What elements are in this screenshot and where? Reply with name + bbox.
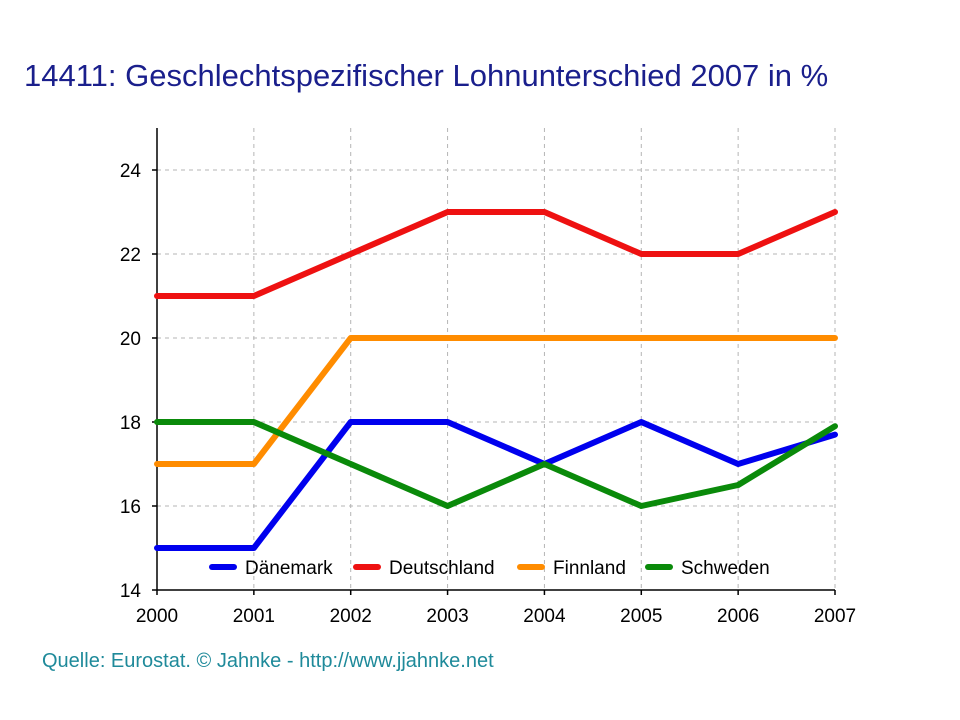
y-tick-label: 24 <box>120 161 142 182</box>
x-tick-label: 2001 <box>233 606 275 627</box>
tick-labels: 14 16 18 20 22 24 2000 2001 2002 2003 2004 2005 2006… <box>120 161 856 627</box>
y-tick-label: 20 <box>120 329 141 350</box>
chart-title: 14411: Geschlechtspezifischer Lohnunters… <box>24 58 829 93</box>
legend-label: Deutschland <box>389 558 495 579</box>
x-tick-label: 2003 <box>426 606 468 627</box>
x-tick-label: 2005 <box>620 606 662 627</box>
series-line <box>154 419 838 551</box>
x-tick-label: 2006 <box>717 606 759 627</box>
x-tick-label: 2007 <box>814 606 856 627</box>
x-tick-label: 2004 <box>523 606 566 627</box>
legend-label: Schweden <box>681 558 770 579</box>
series-lines <box>154 209 838 551</box>
axes <box>152 128 836 595</box>
x-tick-label: 2000 <box>136 606 178 627</box>
y-tick-label: 16 <box>120 497 141 518</box>
legend-item: Finnland <box>517 558 626 579</box>
legend-item: Schweden <box>645 558 770 579</box>
series-line <box>154 209 838 299</box>
legend-label: Dänemark <box>245 558 333 579</box>
legend-label: Finnland <box>553 558 626 579</box>
x-tick-label: 2002 <box>330 606 372 627</box>
series-line <box>154 335 838 467</box>
legend-item: Dänemark <box>209 558 333 579</box>
legend-item: Deutschland <box>353 558 495 579</box>
legend: Dänemark Deutschland Finnland Schweden <box>209 558 770 579</box>
series-line <box>154 419 838 509</box>
grid-lines <box>157 128 836 590</box>
source-note: Quelle: Eurostat. © Jahnke - http://www.… <box>42 650 494 672</box>
y-tick-label: 22 <box>120 245 141 266</box>
y-tick-label: 18 <box>120 413 141 434</box>
y-tick-label: 14 <box>120 581 142 602</box>
